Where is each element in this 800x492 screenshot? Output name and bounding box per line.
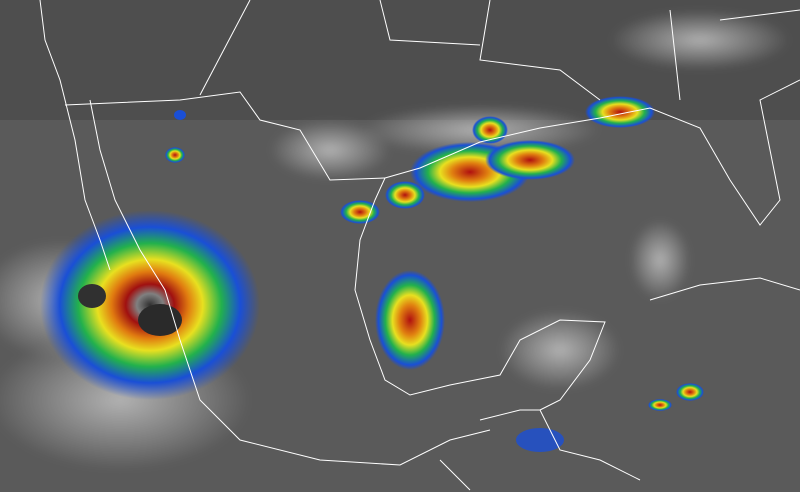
storm-systems bbox=[40, 96, 704, 452]
tropical-storm bbox=[40, 210, 260, 400]
borders bbox=[39, 0, 800, 491]
